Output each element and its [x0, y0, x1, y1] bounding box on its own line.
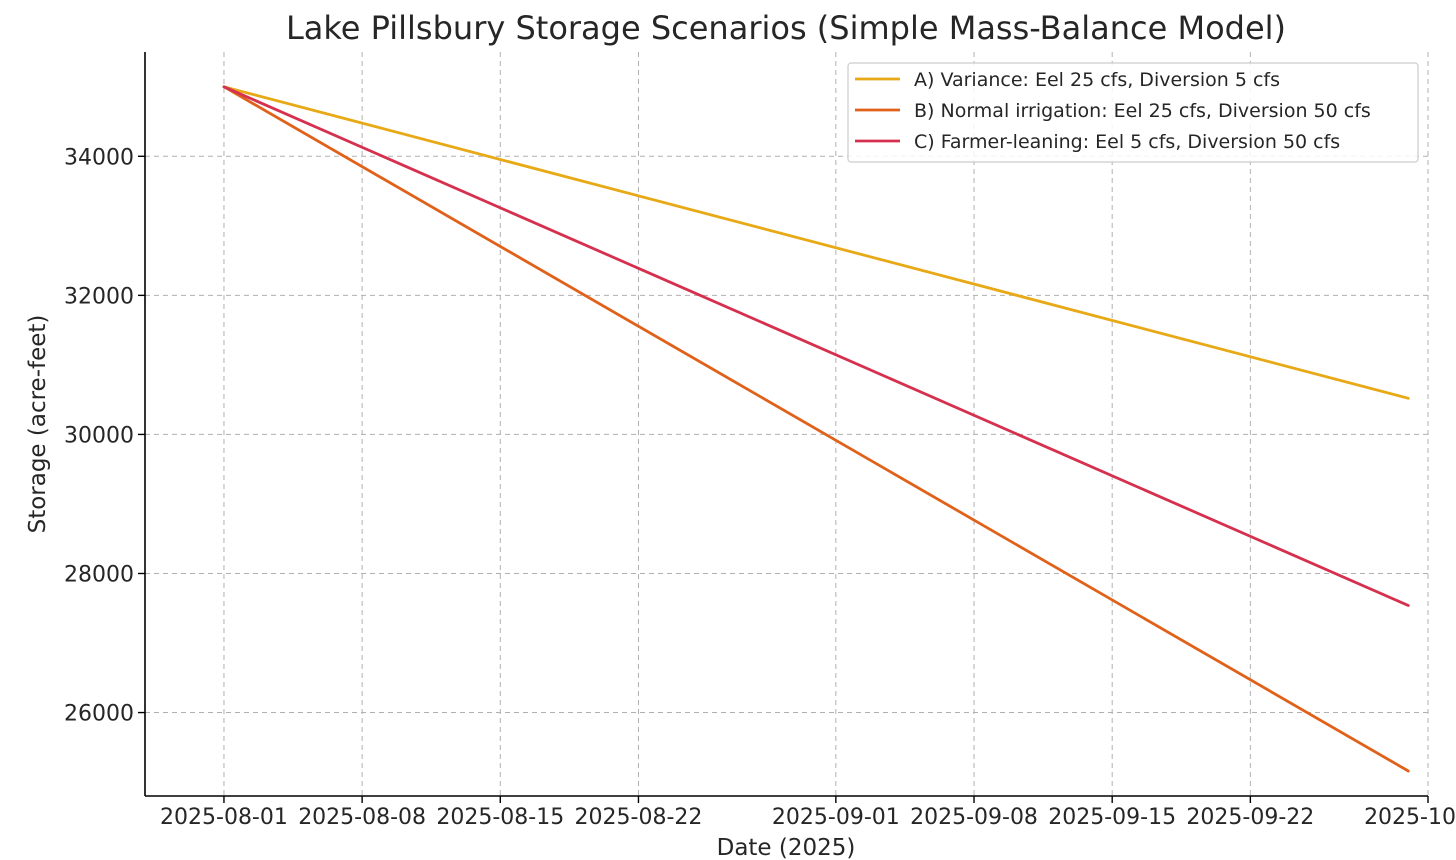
x-tick-label: 2025-08-08: [298, 805, 426, 830]
y-tick-label: 34000: [64, 145, 134, 170]
x-tick-label: 2025-09-22: [1186, 805, 1314, 830]
chart-title: Lake Pillsbury Storage Scenarios (Simple…: [286, 9, 1286, 47]
x-tick-label: 2025-09-08: [910, 805, 1038, 830]
legend-label: B) Normal irrigation: Eel 25 cfs, Divers…: [914, 100, 1371, 122]
axes: [144, 52, 1428, 797]
x-tick-label: 2025-08-22: [575, 805, 703, 830]
y-tick-label: 32000: [64, 284, 134, 309]
y-tick-label: 28000: [64, 562, 134, 587]
y-axis-ticks: 26000 28000 30000 32000 34000: [64, 145, 145, 727]
legend-label: A) Variance: Eel 25 cfs, Diversion 5 cfs: [914, 69, 1280, 91]
x-tick-label: 2025-08-01: [160, 805, 288, 830]
y-tick-label: 30000: [64, 423, 134, 448]
legend: A) Variance: Eel 25 cfs, Diversion 5 cfs…: [847, 62, 1419, 163]
x-axis-ticks: 2025-08-01 2025-08-08 2025-08-15 2025-08-22…: [160, 796, 1456, 830]
series-line: [222, 85, 1410, 773]
x-axis-label: Date (2025): [717, 835, 856, 860]
series-line: [222, 85, 1410, 400]
grid-lines: [145, 52, 1429, 796]
x-tick-label: 2025-08-15: [436, 805, 564, 830]
y-axis-label: Storage (acre-feet): [25, 315, 51, 534]
series-line: [222, 85, 1410, 607]
x-tick-label: 2025-10-01: [1364, 805, 1456, 830]
x-tick-label: 2025-09-01: [772, 805, 900, 830]
legend-box: [847, 62, 1419, 163]
legend-label: C) Farmer-leaning: Eel 5 cfs, Diversion …: [914, 131, 1340, 153]
y-tick-label: 26000: [64, 702, 134, 727]
x-tick-label: 2025-09-15: [1048, 805, 1176, 830]
series-lines: [222, 85, 1410, 773]
